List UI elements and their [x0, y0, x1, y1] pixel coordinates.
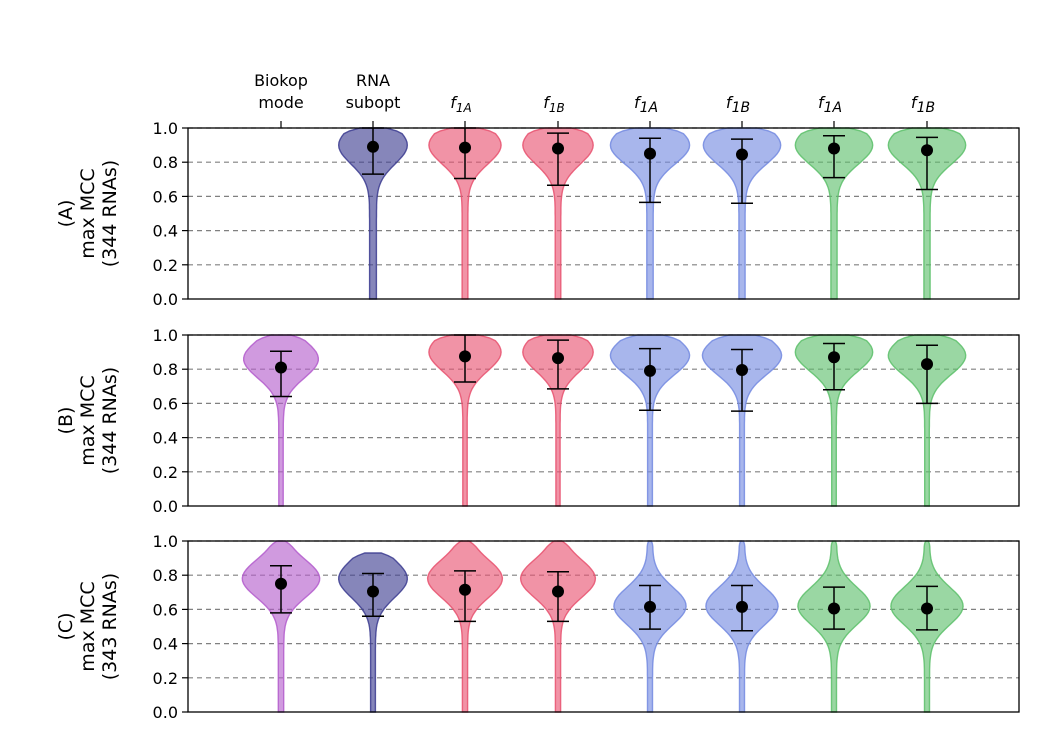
panel-1-mean-point-5	[736, 364, 748, 377]
column-label-7: f1B	[911, 93, 935, 116]
panel-2-ytick-label-4: 0.8	[153, 566, 178, 585]
panel-2-ytick-label-0: 0.0	[153, 703, 178, 722]
panel-0-ytick-label-4: 0.8	[153, 153, 178, 172]
panel-0-ylabel-line-2: (344 RNAs)	[99, 160, 121, 267]
panel-0-ytick-label-1: 0.2	[153, 256, 178, 275]
panel-2-mean-point-0	[275, 577, 287, 590]
panel-2-ytick-label-2: 0.4	[153, 635, 178, 654]
panel-2-violin-3	[519, 540, 597, 713]
panel-0-ylabel-line-1: max MCC	[77, 168, 99, 258]
panel-2-violin-2	[426, 540, 504, 713]
panel-0-mean-point-7	[921, 144, 933, 157]
panel-1-ytick-label-5: 1.0	[153, 326, 178, 345]
panel-1-mean-point-0	[275, 361, 287, 374]
panel-2-mean-point-1	[367, 585, 379, 598]
panel-0-mean-point-5	[736, 148, 748, 161]
panel-0-mean-point-4	[644, 147, 656, 160]
panel-1-mean-point-6	[828, 351, 840, 364]
panel-2-frame	[187, 540, 1020, 713]
panel-0-mean-point-3	[552, 142, 564, 155]
column-label-1-line2: subopt	[346, 93, 401, 112]
panel-0-ytick-label-3: 0.6	[153, 187, 178, 206]
panel-2-mean-point-4	[644, 600, 656, 613]
panel-2-violin-1	[337, 552, 409, 713]
panel-2-ytick-label-3: 0.6	[153, 600, 178, 619]
panel-1-mean-point-3	[552, 352, 564, 365]
panel-0-mean-point-6	[828, 142, 840, 155]
column-label-1-line1: RNA	[356, 71, 390, 90]
panel-0-ytick-label-2: 0.4	[153, 222, 178, 241]
panel-2-mean-point-6	[828, 602, 840, 615]
column-label-5: f1B	[726, 93, 750, 116]
column-label-0-line2: mode	[258, 93, 303, 112]
panel-2-mean-point-7	[921, 602, 933, 615]
panel-1-ytick-label-2: 0.4	[153, 429, 178, 448]
panel-0-mean-point-1	[367, 140, 379, 153]
panel-2-ylabel-line-2: (343 RNAs)	[99, 573, 121, 680]
panel-1-mean-point-4	[644, 364, 656, 377]
panel-1-ytick-label-0: 0.0	[153, 497, 178, 516]
panel-0-ylabel-line-0: (A)	[55, 200, 77, 228]
column-label-2: f1A	[450, 93, 471, 115]
panel-1-ytick-label-4: 0.8	[153, 360, 178, 379]
panel-2-ylabel-line-0: (C)	[55, 612, 77, 640]
panel-0-ytick-label-5: 1.0	[153, 119, 178, 138]
panel-0-ytick-label-0: 0.0	[153, 290, 178, 309]
column-label-0-line1: Biokop	[254, 71, 308, 90]
panel-1-ytick-label-3: 0.6	[153, 394, 178, 413]
panel-2-ytick-label-5: 1.0	[153, 532, 178, 551]
panel-1-mean-point-2	[459, 350, 471, 363]
panel-1-ylabel-line-1: max MCC	[77, 375, 99, 465]
panel-1-ylabel-line-0: (B)	[55, 407, 77, 435]
column-label-3: f1B	[543, 93, 565, 115]
panel-0-mean-point-2	[459, 141, 471, 154]
panel-2-ytick-label-1: 0.2	[153, 669, 178, 688]
panel-0-frame	[187, 127, 1020, 300]
panel-1-ylabel-line-2: (344 RNAs)	[99, 367, 121, 474]
column-label-4: f1A	[634, 93, 658, 116]
panel-1-frame	[187, 334, 1020, 507]
panel-1-ytick-label-1: 0.2	[153, 463, 178, 482]
panel-1-mean-point-7	[921, 358, 933, 371]
panel-2-mean-point-3	[552, 585, 564, 598]
panel-2-mean-point-5	[736, 600, 748, 613]
panel-2-mean-point-2	[459, 583, 471, 596]
panel-2-ylabel-line-1: max MCC	[77, 581, 99, 671]
column-label-6: f1A	[818, 93, 842, 116]
